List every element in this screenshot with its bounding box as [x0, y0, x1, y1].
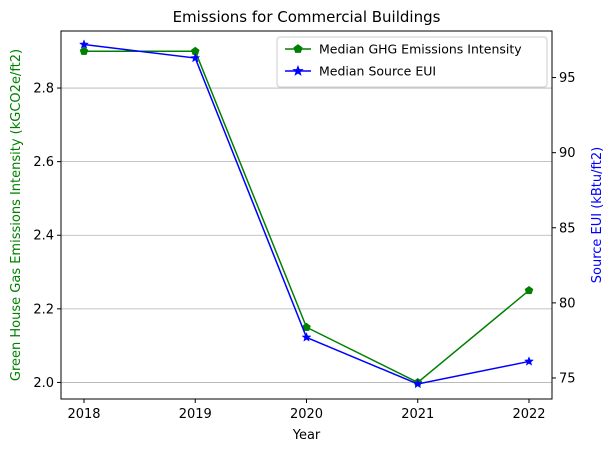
y-right-tick-label: 75 [559, 371, 576, 386]
y-left-axis-title: Green House Gas Emissions Intensity (kGC… [9, 49, 24, 381]
y-right-tick-label: 95 [559, 71, 576, 86]
x-tick-label: 2021 [401, 407, 434, 422]
grid-layer [61, 87, 552, 383]
x-axis-title: Year [292, 428, 321, 443]
x-tick-label: 2019 [179, 407, 212, 422]
ticks-layer: 2.0 2.2 2.4 2.6 2.8 75 80 85 90 95 2018 2019 2020 202… [33, 71, 575, 422]
legend-marker-ghg [293, 44, 303, 53]
data-point-1 [78, 39, 90, 49]
y-right-tick-label: 80 [559, 296, 576, 311]
y-left-tick-label: 2.4 [33, 229, 54, 244]
legend-marker-eui [292, 64, 304, 76]
series-layer [78, 39, 535, 389]
y-left-tick-label: 2.8 [33, 82, 54, 97]
data-point-1 [412, 378, 423, 389]
x-tick-label: 2020 [290, 407, 323, 422]
x-tick-label: 2018 [67, 407, 100, 422]
y-right-axis-title: Source EUI (kBtu/ft2) [590, 147, 605, 284]
y-left-tick-label: 2.6 [33, 155, 54, 170]
legend-box [276, 36, 548, 88]
legend-label-ghg: Median GHG Emissions Intensity [319, 42, 522, 57]
data-point-0 [79, 46, 89, 55]
y-left-tick-label: 2.0 [33, 376, 54, 391]
data-point-0 [524, 285, 534, 295]
data-point-0 [302, 322, 311, 331]
y-right-tick-label: 90 [559, 146, 576, 161]
y-left-tick-label: 2.2 [33, 302, 54, 317]
y-right-tick-label: 85 [559, 221, 576, 236]
data-point-1 [523, 356, 535, 366]
legend: Median GHG Emissions Intensity Median So… [276, 36, 548, 88]
data-point-1 [190, 52, 201, 63]
chart-title: Emissions for Commercial Buildings [173, 8, 441, 26]
x-tick-label: 2022 [512, 407, 545, 422]
data-point-1 [301, 332, 312, 342]
legend-label-eui: Median Source EUI [319, 64, 436, 79]
